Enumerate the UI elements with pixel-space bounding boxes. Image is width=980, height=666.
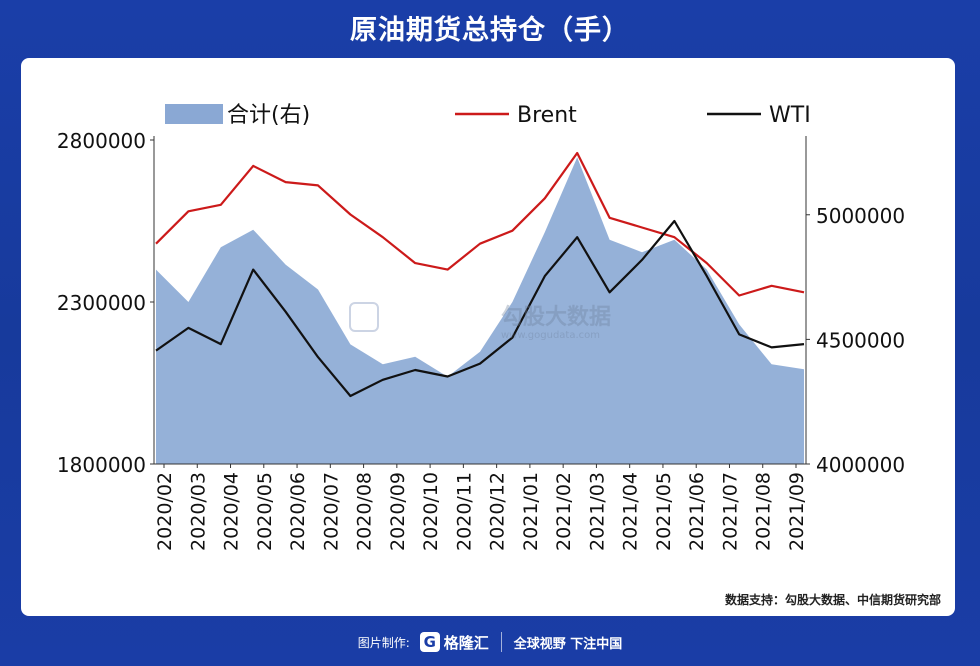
y-left-tick-label: 2300000 bbox=[57, 291, 146, 315]
series-total-area bbox=[156, 157, 804, 464]
x-tick-label: 2021/06 bbox=[686, 472, 708, 551]
x-tick-label: 2020/05 bbox=[254, 472, 276, 551]
footer-made-by: 图片制作: bbox=[357, 635, 410, 650]
x-tick-label: 2020/12 bbox=[487, 472, 509, 551]
page-title: 原油期货总持仓（手） bbox=[350, 15, 630, 46]
y-left-tick-label: 1800000 bbox=[57, 453, 146, 477]
x-tick-label: 2020/03 bbox=[187, 472, 209, 551]
data-source: 数据支持：勾股大数据、中信期货研究部 bbox=[724, 593, 941, 607]
x-tick-label: 2021/01 bbox=[520, 472, 542, 551]
y-right-tick-label: 4500000 bbox=[816, 328, 905, 352]
chart-card: 2800000 2300000 1800000 5000000 4500000 40000… bbox=[21, 58, 955, 616]
footer-brand: 格隆汇 bbox=[443, 633, 489, 652]
x-tick-label: 2021/02 bbox=[553, 472, 575, 551]
legend-total-swatch bbox=[165, 104, 223, 124]
x-tick-label: 2021/05 bbox=[653, 472, 675, 551]
y-right-tick-label: 5000000 bbox=[816, 204, 905, 228]
legend-total-label: 合计(右) bbox=[227, 103, 310, 128]
watermark: 格隆汇 勾股大数据 www.gogudata.com bbox=[349, 302, 611, 341]
x-tick-label: 2020/08 bbox=[354, 472, 376, 551]
legend-wti-label: WTI bbox=[769, 103, 811, 128]
footer-slogan: 全球视野 下注中国 bbox=[513, 636, 623, 652]
watermark-logo-box bbox=[349, 302, 379, 332]
x-tick-label: 2020/04 bbox=[221, 472, 243, 551]
x-tick-label: 2020/07 bbox=[320, 472, 342, 551]
y-left-tick-label: 2800000 bbox=[57, 129, 146, 153]
legend-brent-label: Brent bbox=[517, 103, 577, 128]
x-tick-label: 2021/09 bbox=[786, 472, 808, 551]
x-tick-label: 2020/10 bbox=[420, 472, 442, 551]
x-tick-label: 2021/08 bbox=[753, 472, 775, 551]
x-tick-label: 2021/03 bbox=[586, 472, 608, 551]
brand-logo-icon: G bbox=[419, 632, 440, 652]
y-right-tick-label: 4000000 bbox=[816, 453, 905, 477]
chart: 2800000 2300000 1800000 5000000 4500000 40000… bbox=[57, 103, 905, 551]
footer-divider bbox=[500, 632, 502, 652]
watermark-right-url: www.gogudata.com bbox=[501, 330, 600, 341]
x-tick-label: 2020/11 bbox=[453, 472, 475, 551]
watermark-right-brand: 勾股大数据 bbox=[501, 304, 611, 330]
watermark-left-brand: 格隆汇 bbox=[383, 306, 455, 334]
series-brent-line bbox=[155, 151, 805, 297]
x-tick-label: 2020/09 bbox=[387, 472, 409, 551]
x-tick-label: 2020/02 bbox=[154, 472, 176, 551]
series-wti-line bbox=[155, 219, 805, 398]
x-tick-label: 2020/06 bbox=[287, 472, 309, 551]
footer-logo: G 格隆汇 bbox=[419, 632, 489, 653]
footer: 图片制作: G 格隆汇 全球视野 下注中国 bbox=[0, 627, 980, 657]
x-tick-label: 2021/04 bbox=[620, 472, 642, 551]
x-tick-label: 2021/07 bbox=[719, 472, 741, 551]
